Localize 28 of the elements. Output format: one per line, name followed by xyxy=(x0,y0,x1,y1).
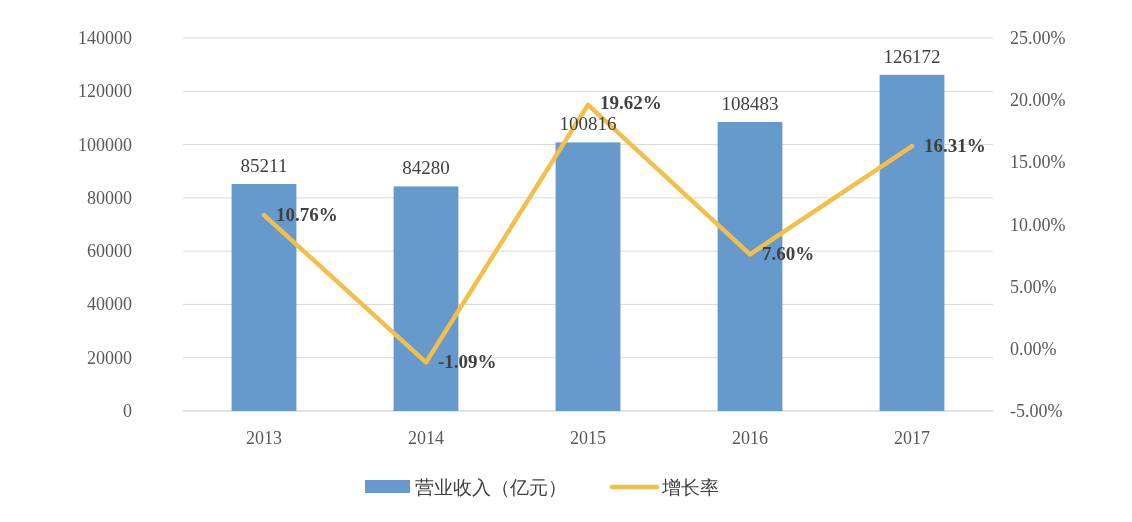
x-tick-label: 2015 xyxy=(570,428,606,448)
y-tick-label: 100000 xyxy=(78,134,132,155)
y2-tick-label: 0.00% xyxy=(1010,338,1057,359)
legend-label: 增长率 xyxy=(661,476,719,498)
y-tick-label: 80000 xyxy=(87,187,132,208)
x-tick-label: 2016 xyxy=(732,428,768,448)
data-label: 19.62% xyxy=(600,91,662,113)
y2-tick-label: 15.00% xyxy=(1010,152,1066,173)
y-tick-label: 40000 xyxy=(87,294,132,315)
bar xyxy=(555,142,621,411)
data-label: 85211 xyxy=(240,154,288,176)
y-tick-label: 140000 xyxy=(78,28,132,48)
data-label: 84280 xyxy=(402,157,450,179)
x-tick-label: 2017 xyxy=(894,428,930,448)
y2-tick-label: 25.00% xyxy=(1010,28,1066,48)
y-tick-label: 0 xyxy=(123,401,132,421)
data-label: 108483 xyxy=(721,92,779,114)
y2-tick-label: 10.00% xyxy=(1010,214,1066,235)
y2-tick-label: -5.00% xyxy=(1010,401,1063,421)
data-label: 126172 xyxy=(883,45,941,67)
x-tick-label: 2013 xyxy=(246,428,282,448)
x-tick-label: 2014 xyxy=(408,428,444,448)
y-tick-label: 60000 xyxy=(87,241,132,262)
legend-label: 营业收入（亿元） xyxy=(415,476,567,498)
y-tick-label: 20000 xyxy=(87,347,132,368)
y2-tick-label: 20.00% xyxy=(1010,90,1066,111)
y-tick-label: 120000 xyxy=(78,81,132,102)
y2-tick-label: 5.00% xyxy=(1010,276,1057,297)
